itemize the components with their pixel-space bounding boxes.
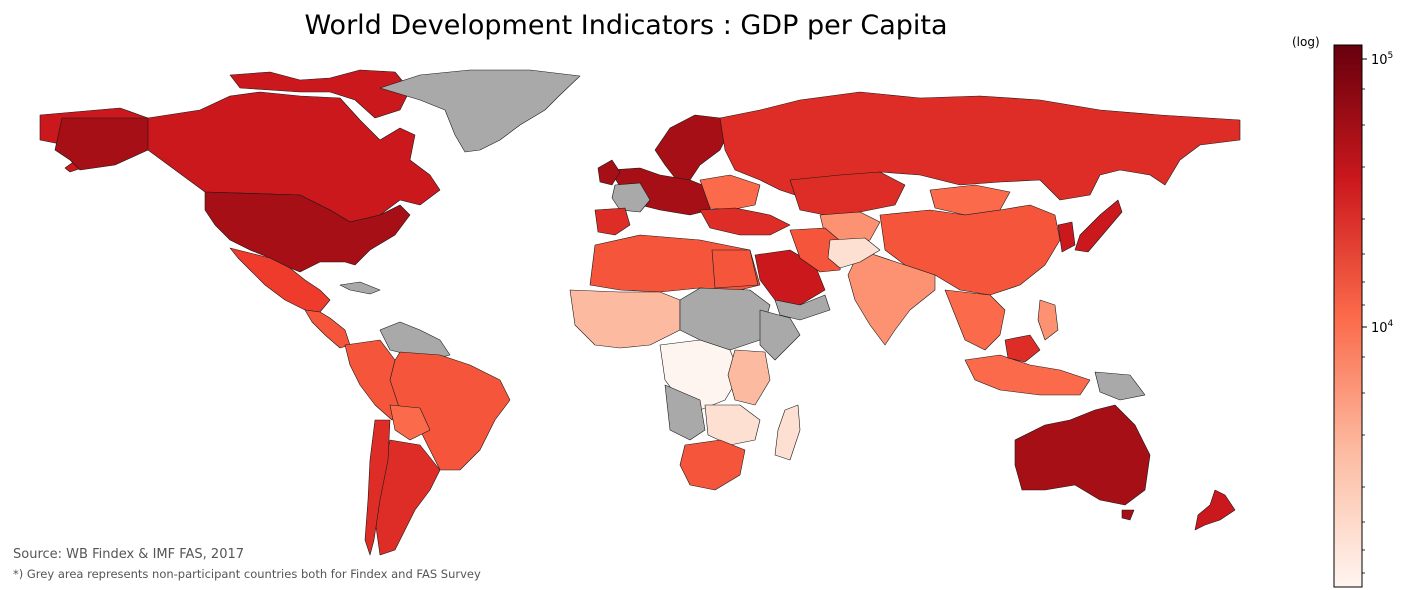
country-usa-alaska [54, 117, 149, 171]
country-central-america [304, 309, 351, 349]
country-philippines [1037, 299, 1059, 341]
country-venezuela-colombia [379, 321, 451, 361]
country-eastern-europe [699, 174, 761, 211]
map-title: World Development Indicators : GDP per C… [304, 10, 948, 41]
country-usa [204, 191, 411, 273]
svg-text:105: 105 [1371, 51, 1393, 68]
country-southeast-asia [944, 289, 1006, 351]
country-balkans-turkey [699, 207, 791, 236]
country-egypt [711, 249, 759, 289]
country-chile [364, 419, 391, 556]
country-southern-central-africa [704, 404, 761, 446]
country-new-zealand [1194, 489, 1236, 531]
country-south-africa [679, 439, 746, 491]
country-horn-of-africa [759, 309, 801, 361]
country-australia [1014, 404, 1151, 506]
country-saudi-arabia [754, 249, 826, 306]
country-papua [1094, 371, 1146, 401]
country-canada-arctic [229, 69, 411, 119]
colorbar-tick-10000: 104 [1362, 319, 1394, 336]
country-france [611, 182, 651, 213]
country-india [847, 249, 936, 346]
country-uk [597, 159, 621, 186]
country-east-africa [727, 349, 771, 406]
source-note: Source: WB Findex & IMF FAS, 2017 [13, 547, 245, 562]
world-map [39, 69, 1241, 556]
colorbar-label: (log) [1292, 35, 1320, 49]
colorbar-gradient [1333, 44, 1363, 588]
colorbar: (log) 105 104 [1292, 35, 1394, 588]
colorbar-tick-100000: 105 [1362, 51, 1393, 68]
country-cuba [339, 281, 381, 295]
country-west-africa [569, 289, 681, 349]
country-kazakhstan [789, 171, 906, 216]
country-greenland [379, 69, 581, 153]
country-yemen-oman [774, 294, 831, 321]
country-borneo [1004, 334, 1041, 363]
country-madagascar [774, 404, 801, 461]
country-iberia [594, 207, 631, 236]
grey-area-note: *) Grey area represents non-participant … [13, 567, 481, 581]
country-angola-area [664, 384, 706, 441]
country-korea [1057, 221, 1076, 253]
country-scandinavia [654, 114, 731, 181]
country-bolivia [389, 404, 431, 441]
country-pakistan-afghanistan [827, 237, 881, 269]
country-japan [1074, 199, 1123, 253]
country-tasmania [1121, 509, 1135, 521]
svg-text:104: 104 [1371, 319, 1394, 336]
country-malaysia-indonesia [964, 354, 1091, 396]
colorbar-minor-ticks [1362, 88, 1365, 574]
